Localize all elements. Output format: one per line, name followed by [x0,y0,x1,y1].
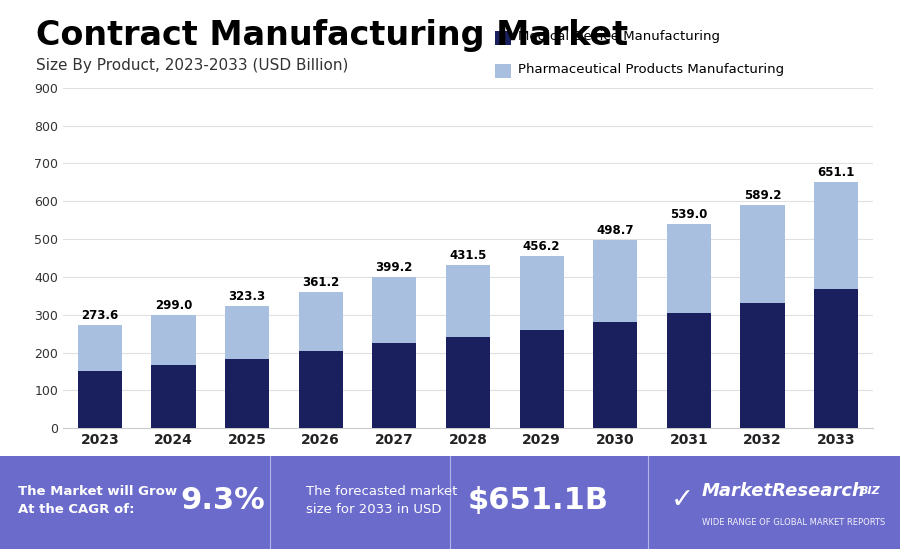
Bar [667,225,711,313]
Text: $651.1B: $651.1B [468,486,609,515]
Text: ✓: ✓ [670,486,694,514]
Text: Size By Product, 2023-2033 (USD Billion): Size By Product, 2023-2033 (USD Billion) [36,58,348,72]
Bar [373,343,417,428]
Text: 539.0: 539.0 [670,208,707,221]
Text: WIDE RANGE OF GLOBAL MARKET REPORTS: WIDE RANGE OF GLOBAL MARKET REPORTS [702,518,886,528]
Bar [299,351,343,428]
Bar [519,329,563,428]
Text: 323.3: 323.3 [229,290,266,303]
Text: 9.3%: 9.3% [180,486,265,515]
Bar [151,315,195,365]
Text: 361.2: 361.2 [302,276,339,289]
Bar [77,371,122,428]
Text: 589.2: 589.2 [743,189,781,203]
Bar [593,322,637,428]
Bar [225,306,269,360]
Text: The forecasted market
size for 2033 in USD: The forecasted market size for 2033 in U… [306,485,457,516]
Bar [373,277,417,343]
Bar [741,302,785,428]
Text: 399.2: 399.2 [375,261,413,274]
Text: BIZ: BIZ [860,486,880,496]
Text: 456.2: 456.2 [523,240,561,253]
Bar [225,360,269,428]
Bar [151,365,195,428]
Text: The Market will Grow
At the CAGR of:: The Market will Grow At the CAGR of: [18,485,177,516]
Text: MarketResearch: MarketResearch [702,482,866,500]
Bar [741,205,785,302]
Bar [519,256,563,329]
Text: 498.7: 498.7 [597,223,634,237]
Bar [446,337,491,428]
Bar [593,239,637,322]
Bar [667,313,711,428]
Text: 273.6: 273.6 [81,309,119,322]
Bar [77,325,122,371]
Text: Contract Manufacturing Market: Contract Manufacturing Market [36,19,628,52]
Text: Pharmaceutical Products Manufacturing: Pharmaceutical Products Manufacturing [518,63,784,76]
Bar [814,289,859,428]
Text: 431.5: 431.5 [449,249,487,262]
Text: 299.0: 299.0 [155,299,192,312]
Bar [446,265,491,337]
Bar [299,292,343,351]
Bar [814,182,859,289]
Text: 651.1: 651.1 [817,166,855,179]
Text: Medical Device Manufacturing: Medical Device Manufacturing [518,30,719,43]
